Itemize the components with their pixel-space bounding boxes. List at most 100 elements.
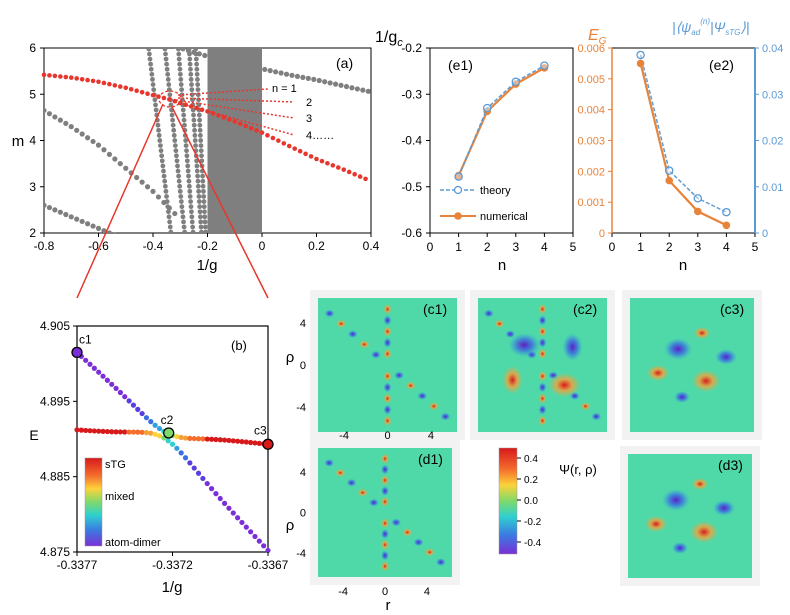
upper-level-point <box>213 436 219 443</box>
lower-level-point <box>235 515 241 521</box>
upper-level-point <box>126 398 132 404</box>
gray-point <box>199 158 205 164</box>
heatmap-blob <box>413 538 424 547</box>
marker-c3 <box>262 438 274 450</box>
red-point <box>118 84 123 89</box>
red-point <box>52 73 58 79</box>
red-point <box>330 163 336 168</box>
red-point <box>265 133 270 138</box>
gray-point <box>44 202 47 208</box>
right-title-e: sTG <box>725 28 740 37</box>
gray-point <box>181 219 186 225</box>
red-point <box>303 151 308 157</box>
heatmap-c3: (c3) <box>622 290 762 440</box>
lower-level-point <box>148 430 154 436</box>
gray-point <box>172 258 177 263</box>
red-point <box>112 83 118 88</box>
zoom-connector-right <box>171 106 269 299</box>
heatmap-c1: (c1) <box>310 290 465 440</box>
upper-level-point <box>252 440 258 446</box>
gray-point <box>175 48 181 52</box>
gray-point <box>199 153 204 159</box>
zoom-connector-left <box>76 103 164 299</box>
gray-point <box>195 183 201 189</box>
gray-point <box>161 254 166 259</box>
red-point <box>194 105 199 111</box>
gray-point <box>166 82 172 87</box>
gray-point <box>159 158 165 164</box>
gray-point <box>322 79 328 85</box>
red-point <box>47 73 52 78</box>
gray-point <box>186 36 191 41</box>
gray-point <box>202 224 208 230</box>
marker-label-c1: c1 <box>79 332 92 346</box>
gray-point <box>176 51 182 57</box>
gray-point <box>155 194 162 200</box>
gray-point <box>189 209 194 215</box>
gray-point <box>283 71 290 77</box>
gray-point <box>170 240 175 245</box>
upper-level-point <box>148 419 154 425</box>
red-point <box>292 146 298 151</box>
lower-level-point <box>195 470 202 476</box>
gray-point <box>198 219 204 225</box>
gray-point <box>177 61 182 67</box>
heatmap-blob <box>381 529 389 539</box>
heatmap-blob <box>405 381 416 390</box>
red-point <box>325 160 330 166</box>
heatmap-blob <box>538 382 547 393</box>
right-y-tick-label: 0.01 <box>762 182 783 194</box>
upper-level-point <box>91 365 97 371</box>
y-tick-label: -0.3 <box>401 87 422 101</box>
x-tick-label: 0.2 <box>308 239 325 253</box>
gray-point <box>198 138 204 143</box>
panel-b-label: (b) <box>231 338 247 353</box>
heatmap-blob <box>381 496 389 507</box>
lower-level-point <box>139 429 145 435</box>
series-EG-point <box>694 207 702 216</box>
gray-point <box>267 68 273 74</box>
left-y-tick-label: 0.001 <box>577 197 605 209</box>
panel-a-dense-band <box>207 48 262 233</box>
red-point <box>346 169 352 175</box>
heatmap-colorbar-tick-label: 0.4 <box>524 454 538 465</box>
upper-level-point <box>156 425 163 432</box>
gray-point <box>174 153 179 159</box>
gray-point <box>155 122 161 128</box>
heatmap-blob <box>645 516 667 532</box>
red-point <box>232 119 238 124</box>
gray-point <box>189 82 194 87</box>
heatmap-colorbar-ticks: 0.4 0.2 0.0 -0.2 -0.4 <box>517 454 542 549</box>
lower-level-point <box>174 445 180 451</box>
gray-point <box>170 122 176 128</box>
heatmap-blob <box>381 475 389 486</box>
gray-point <box>186 178 192 184</box>
heatmap-blob <box>370 350 381 359</box>
y-tick-label: 4 <box>29 134 36 148</box>
upper-level-point <box>230 438 236 444</box>
gray-point <box>187 188 193 194</box>
gray-point <box>162 41 167 46</box>
gray-point <box>176 178 182 184</box>
gray-point <box>197 214 203 220</box>
legend-theory-marker <box>453 185 463 195</box>
heatmap-blob <box>346 478 357 487</box>
gray-point <box>79 131 85 137</box>
heatmap-y-tick-label: -4 <box>296 402 306 414</box>
gray-point <box>85 135 91 141</box>
lower-level-point <box>187 460 193 466</box>
heatmap-d3: (d3) <box>620 446 760 586</box>
gray-point <box>166 214 172 220</box>
right-title-f: ⟩| <box>740 19 749 35</box>
upper-level-point <box>221 437 228 443</box>
panel-b-levels <box>74 349 271 554</box>
lower-level-point <box>182 455 189 461</box>
left-y-tick-label: 0.004 <box>577 105 605 117</box>
y-tick-label: -0.6 <box>401 226 422 240</box>
heatmap-blob <box>383 348 392 359</box>
heatmap-blob <box>383 393 392 404</box>
gray-point <box>193 41 198 46</box>
gray-point <box>176 56 182 62</box>
gray-point <box>139 179 145 185</box>
panel-b-xlabel: 1/g <box>162 579 183 596</box>
